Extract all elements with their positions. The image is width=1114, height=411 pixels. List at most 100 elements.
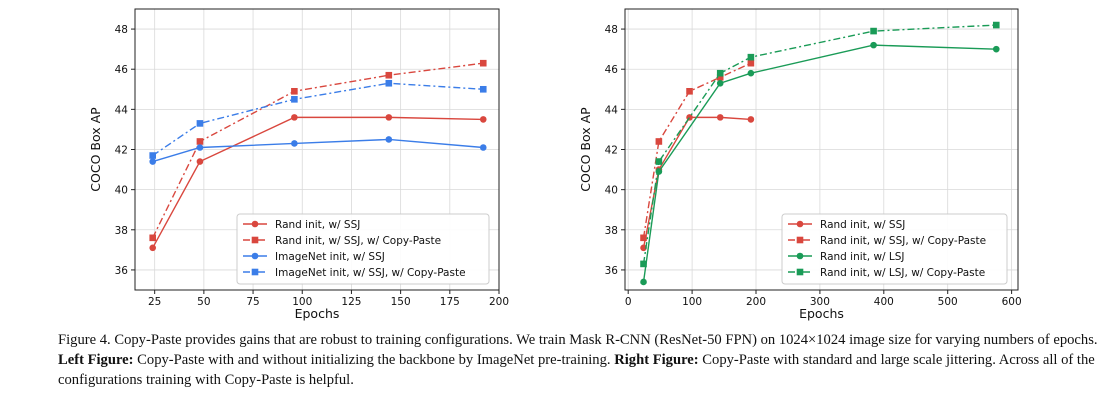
left-point-1 xyxy=(149,234,157,242)
left-y-axis-label: COCO Box AP xyxy=(88,107,103,192)
right-y-tick-label: 36 xyxy=(605,265,619,277)
left-point-2 xyxy=(385,136,393,143)
left-point-2 xyxy=(291,140,298,147)
left-legend-marker-3 xyxy=(251,268,259,276)
caption-left-text: Copy-Paste with and without initializing… xyxy=(133,352,615,368)
left-legend-box xyxy=(236,213,490,285)
figure: 36 38 40 42 44 46 48 25 50 75 100 125 150 175 200 Epoch… xyxy=(88,8,1022,321)
right-y-tick-label: 48 xyxy=(605,24,618,36)
right-y-tick-label: 40 xyxy=(605,185,618,197)
right-x-tick-label: 400 xyxy=(874,296,894,308)
left-y-tick-label: 38 xyxy=(115,225,128,237)
left-point-0 xyxy=(149,244,157,252)
left-point-0 xyxy=(196,158,204,165)
caption-right-heading: Right Figure: xyxy=(614,352,699,368)
left-point-1 xyxy=(291,87,298,95)
right-point-1 xyxy=(686,87,693,95)
figure-caption: Figure 4. Copy-Paste provides gains that… xyxy=(58,330,1108,390)
right-y-axis-label: COCO Box AP xyxy=(578,107,593,192)
right-series-line-1 xyxy=(642,62,752,238)
caption-right-text: Copy-Paste with standard and large scale… xyxy=(58,352,1095,388)
left-legend-marker-1 xyxy=(251,236,259,244)
left-y-tick-label: 48 xyxy=(115,24,128,36)
right-legend-label-2: Rand init, w/ LSJ xyxy=(820,251,905,263)
right-series-line-2 xyxy=(642,44,997,283)
right-y-tick-label: 42 xyxy=(605,145,618,157)
left-point-0 xyxy=(385,114,393,121)
left-x-tick-label: 175 xyxy=(440,296,460,308)
left-point-1 xyxy=(479,59,487,67)
left-point-3 xyxy=(196,120,204,127)
left-legend-marker-2 xyxy=(251,252,259,260)
right-point-1 xyxy=(655,138,663,145)
left-x-tick-label: 200 xyxy=(489,296,509,308)
right-point-2 xyxy=(640,278,647,286)
right-x-tick-label: 600 xyxy=(1002,296,1022,308)
left-x-axis-label: Epochs xyxy=(295,306,340,321)
right-legend-label-3: Rand init, w/ LSJ, w/ Copy-Paste xyxy=(820,267,985,279)
right-legend-box xyxy=(781,213,1008,285)
left-x-tick-label: 125 xyxy=(341,296,361,308)
left-chart: 36 38 40 42 44 46 48 25 50 75 100 125 150 175 200 Epoch… xyxy=(88,8,509,321)
right-x-tick-label: 500 xyxy=(938,296,958,308)
right-point-3 xyxy=(716,69,724,77)
left-legend-label-2: ImageNet init, w/ SSJ xyxy=(275,251,385,263)
right-legend-marker-1 xyxy=(796,236,804,244)
left-legend-label-3: ImageNet init, w/ SSJ, w/ Copy-Paste xyxy=(275,267,466,279)
left-point-3 xyxy=(385,79,393,87)
left-point-0 xyxy=(291,114,298,121)
left-series-line-1 xyxy=(152,62,484,239)
right-x-tick-label: 100 xyxy=(682,296,702,308)
left-point-1 xyxy=(196,138,204,145)
right-point-0 xyxy=(640,244,647,252)
right-x-tick-label: 0 xyxy=(625,296,632,308)
left-legend: Rand init, w/ SSJ Rand init, w/ SSJ, w/ C… xyxy=(236,213,490,285)
right-legend: Rand init, w/ SSJ Rand init, w/ SSJ, w/ C… xyxy=(781,213,1008,285)
left-point-0 xyxy=(479,116,487,123)
left-point-2 xyxy=(479,144,487,151)
right-point-2 xyxy=(747,69,755,77)
left-y-tick-label: 36 xyxy=(115,265,129,277)
left-point-2 xyxy=(149,158,157,165)
left-point-3 xyxy=(479,85,487,93)
right-point-2 xyxy=(992,45,1000,53)
left-y-tick-label: 40 xyxy=(115,185,128,197)
left-legend-label-1: Rand init, w/ SSJ, w/ Copy-Paste xyxy=(275,235,441,247)
right-x-axis-label: Epochs xyxy=(799,306,844,321)
caption-intro: Figure 4. Copy-Paste provides gains that… xyxy=(58,332,1098,348)
right-point-3 xyxy=(747,53,755,61)
left-x-tick-label: 25 xyxy=(148,296,161,308)
right-point-3 xyxy=(655,158,663,165)
left-point-3 xyxy=(149,152,157,159)
right-series-line-3 xyxy=(642,24,997,265)
right-point-0 xyxy=(716,114,724,121)
right-chart: 36 38 40 42 44 46 48 0 100 200 300 400 500 600 Epochs C… xyxy=(578,8,1022,321)
right-point-3 xyxy=(992,21,1000,29)
right-point-1 xyxy=(747,59,755,67)
right-x-tick-label: 200 xyxy=(746,296,766,308)
right-legend-label-1: Rand init, w/ SSJ, w/ Copy-Paste xyxy=(820,235,986,247)
right-point-1 xyxy=(716,73,724,81)
left-legend-marker-0 xyxy=(251,220,259,228)
left-point-2 xyxy=(196,144,204,151)
right-legend-label-0: Rand init, w/ SSJ xyxy=(820,219,905,231)
right-x-tick-label: 300 xyxy=(810,296,830,308)
left-x-tick-label: 100 xyxy=(292,296,312,308)
left-y-tick-label: 42 xyxy=(115,145,128,157)
right-point-2 xyxy=(870,41,877,49)
caption-left-heading: Left Figure: xyxy=(58,352,134,368)
right-y-tick-label: 38 xyxy=(605,225,618,237)
left-legend-label-0: Rand init, w/ SSJ xyxy=(275,219,360,231)
right-point-1 xyxy=(640,234,647,242)
left-point-1 xyxy=(385,71,393,79)
right-point-3 xyxy=(870,27,877,35)
right-y-tick-label: 46 xyxy=(605,64,619,76)
right-point-3 xyxy=(640,260,647,268)
right-series-line-0 xyxy=(642,116,751,248)
left-x-tick-label: 150 xyxy=(391,296,411,308)
left-y-tick-label: 44 xyxy=(115,104,129,116)
left-x-tick-label: 75 xyxy=(246,296,259,308)
right-legend-marker-2 xyxy=(796,252,804,260)
left-y-tick-label: 46 xyxy=(115,64,129,76)
left-x-tick-label: 50 xyxy=(197,296,210,308)
